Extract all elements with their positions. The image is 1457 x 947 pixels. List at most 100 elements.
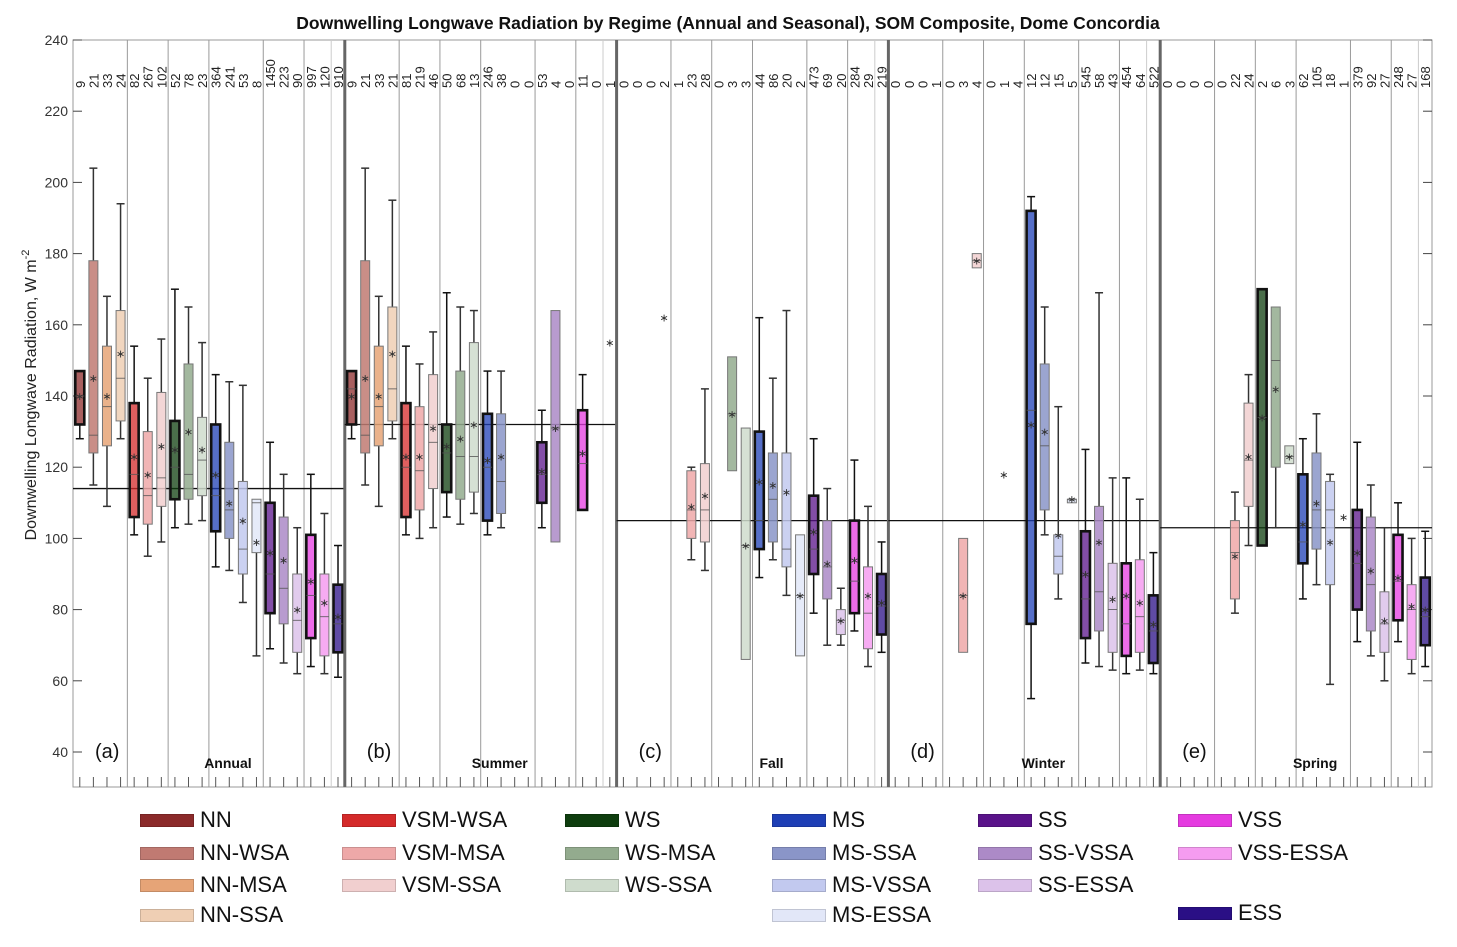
box-ms xyxy=(209,423,222,533)
sample-count: 3 xyxy=(1282,81,1297,88)
sample-count: 12 xyxy=(1024,74,1039,88)
sample-count: 0 xyxy=(888,81,903,88)
sample-count: 11 xyxy=(576,75,591,89)
mean-marker: ∗ xyxy=(1380,614,1389,627)
mean-marker: ∗ xyxy=(415,451,424,464)
sample-count: 0 xyxy=(902,81,917,88)
sample-count: 33 xyxy=(372,74,387,88)
panel-name: Winter xyxy=(1022,755,1066,771)
sample-count: 62 xyxy=(1296,74,1311,88)
sample-count: 473 xyxy=(807,66,822,88)
sample-count: 1 xyxy=(671,81,686,88)
mean-marker: ∗ xyxy=(238,515,247,528)
mean-marker: ∗ xyxy=(1244,451,1253,464)
box-ss xyxy=(536,440,548,505)
box-nn-ssa xyxy=(115,310,126,422)
sample-count: 8 xyxy=(249,81,264,88)
sample-count: 13 xyxy=(467,74,482,88)
mean-marker: ∗ xyxy=(959,589,968,602)
sample-count: 168 xyxy=(1418,66,1433,88)
box-vsm-wsa xyxy=(400,401,412,519)
sample-count: 2 xyxy=(793,81,808,88)
mean-marker: ∗ xyxy=(442,440,451,453)
mean-marker: ∗ xyxy=(728,408,737,421)
mean-marker: ∗ xyxy=(306,575,315,588)
mean-marker: ∗ xyxy=(1312,497,1321,510)
box-ess xyxy=(1419,576,1432,647)
sample-count: 12 xyxy=(1038,74,1053,88)
mean-marker: ∗ xyxy=(347,390,356,403)
sample-count: 20 xyxy=(834,74,849,88)
sample-count: 27 xyxy=(1377,74,1392,88)
box-nn xyxy=(345,369,358,426)
mean-marker: ∗ xyxy=(605,337,614,350)
sample-count: 0 xyxy=(1214,81,1229,88)
sample-count: 4 xyxy=(1011,81,1026,88)
box-ms-ssa xyxy=(224,441,235,539)
sample-count: 21 xyxy=(86,74,101,88)
box-vsm-ssa xyxy=(428,374,439,490)
sample-count: 3 xyxy=(739,81,754,88)
mean-marker: ∗ xyxy=(496,451,505,464)
mean-marker: ∗ xyxy=(429,422,438,435)
box-ms-vssa xyxy=(1053,534,1064,575)
box-vsm-msa xyxy=(686,470,697,539)
y-axis-label-text: Downwelling Longwave Radiation, W m xyxy=(23,259,40,540)
sample-count: 1 xyxy=(603,81,618,88)
sample-count: 21 xyxy=(385,74,400,88)
sample-count: 22 xyxy=(1228,74,1243,88)
mean-marker: ∗ xyxy=(1366,564,1375,577)
mean-marker: ∗ xyxy=(809,525,818,538)
sample-count: 0 xyxy=(712,81,727,88)
y-tick-label: 100 xyxy=(45,530,69,546)
box-ms xyxy=(753,430,766,551)
box-ss xyxy=(1079,529,1092,640)
box-vss-essa xyxy=(319,573,330,657)
sample-count: 0 xyxy=(943,81,958,88)
sample-count: 27 xyxy=(1405,74,1420,88)
mean-marker: ∗ xyxy=(1230,550,1239,563)
mean-marker: ∗ xyxy=(755,475,764,488)
box-vsm-ssa xyxy=(1243,402,1254,507)
mean-marker: ∗ xyxy=(1108,593,1117,606)
box-ms-ssa xyxy=(1039,363,1050,511)
sample-count: 545 xyxy=(1078,66,1093,88)
box-vss-essa xyxy=(1406,584,1417,660)
sample-count: 522 xyxy=(1146,66,1161,88)
mean-marker: ∗ xyxy=(877,596,886,609)
box-ss-vssa xyxy=(1365,516,1376,632)
mean-marker: ∗ xyxy=(1067,493,1076,506)
sample-count: 33 xyxy=(100,74,115,88)
mean-marker: ∗ xyxy=(782,486,791,499)
box-ws xyxy=(440,423,453,494)
sample-count: 997 xyxy=(304,66,319,88)
y-tick-label: 240 xyxy=(45,32,69,48)
sample-count: 20 xyxy=(779,74,794,88)
sample-count: 267 xyxy=(141,66,156,88)
box-ms-vssa xyxy=(1325,480,1336,586)
mean-marker: ∗ xyxy=(388,347,397,360)
sample-count: 69 xyxy=(820,74,835,88)
mean-marker: ∗ xyxy=(1339,511,1348,524)
panel-name: Spring xyxy=(1293,755,1337,771)
y-axis-label-superscript: -2 xyxy=(20,250,32,260)
sample-count: 1 xyxy=(997,81,1012,88)
sample-count: 82 xyxy=(127,74,142,88)
mean-marker: ∗ xyxy=(456,433,465,446)
sample-count: 29 xyxy=(861,74,876,88)
box-vsm-wsa xyxy=(128,401,140,519)
mean-marker: ∗ xyxy=(1407,600,1416,613)
sample-count: 53 xyxy=(535,74,550,88)
mean-marker: ∗ xyxy=(741,540,750,553)
mean-marker: ∗ xyxy=(1040,426,1049,439)
box-ss-vssa xyxy=(278,516,289,625)
mean-marker: ∗ xyxy=(211,468,220,481)
box-ws-ssa xyxy=(468,342,479,493)
mean-marker: ∗ xyxy=(293,604,302,617)
mean-marker: ∗ xyxy=(89,372,98,385)
sample-count: 364 xyxy=(209,66,224,88)
box-ss-vssa xyxy=(550,310,561,543)
mean-marker: ∗ xyxy=(1094,536,1103,549)
sample-count: 102 xyxy=(154,66,169,88)
sample-count: 23 xyxy=(195,74,210,88)
